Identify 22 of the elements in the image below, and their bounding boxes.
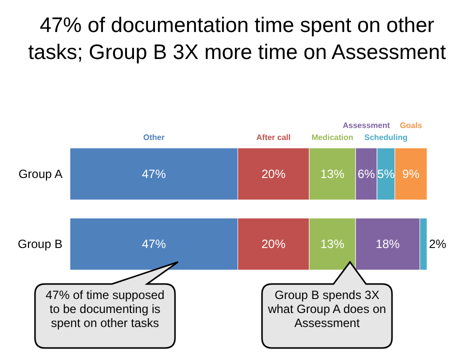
text: Assessment — [342, 121, 390, 130]
data-label: 13% — [320, 237, 345, 252]
y-tick-label: Group A — [18, 166, 62, 181]
chart-title: 47% of documentation time spent on other tasks; Group B 3X more time on Assessment — [27, 13, 447, 66]
text: Group B spends 3X what Group A does on Assessment — [266, 288, 388, 330]
data-label: 13% — [320, 166, 345, 181]
data-label: 2% — [429, 237, 447, 252]
data-label: 6% — [358, 166, 376, 181]
data-label: 5% — [377, 166, 395, 181]
series-label: Medication — [312, 133, 354, 142]
series-label: After call — [256, 133, 291, 142]
data-label: 20% — [261, 237, 286, 252]
text: 47% of time supposed to be documenting is spent on other tasks — [44, 288, 166, 330]
y-tick-label: Group B — [18, 237, 62, 252]
text: Goals — [400, 121, 423, 130]
data-label: 18% — [376, 237, 400, 252]
series-label: Scheduling — [364, 133, 408, 142]
data-label: 47% — [142, 166, 166, 181]
data-label: 47% — [142, 237, 166, 252]
data-label: 20% — [261, 166, 286, 181]
data-label: 9% — [402, 166, 420, 181]
series-label: Other — [143, 133, 165, 142]
